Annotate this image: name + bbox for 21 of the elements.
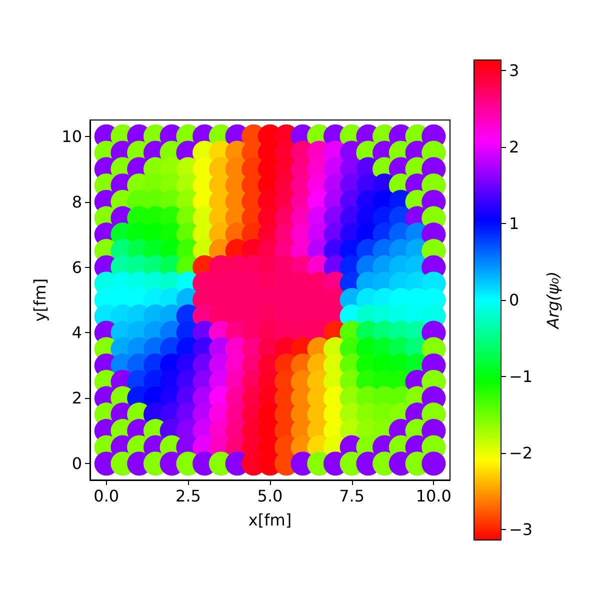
- y-tick-label: 6: [72, 258, 82, 277]
- color-bar-label: 1: [509, 214, 520, 234]
- color-bar-label: −2: [509, 443, 533, 462]
- x-tick-label: 2.5: [175, 486, 201, 506]
- x-tick-label: 0.0: [94, 486, 120, 506]
- y-tick-label: 0: [72, 454, 82, 474]
- y-tick-label: 8: [72, 192, 82, 212]
- y-axis-title: y[fm]: [30, 278, 50, 322]
- x-tick-label: 7.5: [339, 486, 365, 506]
- x-axis-title: x[fm]: [248, 510, 292, 530]
- color-bar-title: Arg(ψ₀): [544, 271, 562, 330]
- color-bar-label: 3: [509, 61, 520, 80]
- y-tick-label: 2: [72, 388, 82, 408]
- y-tick-label: 4: [72, 323, 82, 342]
- color-bar-label: 0: [509, 290, 520, 310]
- color-bar-label: −1: [509, 366, 533, 386]
- color-bar-label: −3: [509, 520, 533, 539]
- x-tick-label: 10.0: [416, 486, 452, 506]
- color-bar-label: 2: [509, 138, 520, 157]
- x-tick-label: 5.0: [257, 486, 283, 506]
- y-tick-label: 10: [62, 126, 82, 146]
